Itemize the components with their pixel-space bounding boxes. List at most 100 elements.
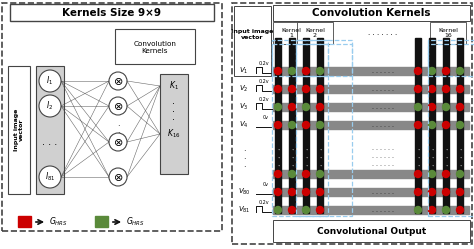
Text: .: . xyxy=(417,161,419,167)
Bar xyxy=(273,170,469,178)
Text: .: . xyxy=(319,145,321,151)
Circle shape xyxy=(274,67,282,74)
FancyBboxPatch shape xyxy=(234,6,271,76)
Circle shape xyxy=(302,67,310,74)
FancyBboxPatch shape xyxy=(297,22,333,44)
Text: Input image
vector: Input image vector xyxy=(14,109,24,151)
Circle shape xyxy=(302,188,310,195)
Circle shape xyxy=(428,206,436,213)
Text: .: . xyxy=(459,145,461,151)
Text: .: . xyxy=(319,151,321,161)
Text: . . . . . . .: . . . . . . . xyxy=(368,30,398,36)
Circle shape xyxy=(443,67,449,74)
Text: .: . xyxy=(319,161,321,167)
Text: $K_1$: $K_1$ xyxy=(169,80,179,92)
FancyBboxPatch shape xyxy=(160,74,188,174)
FancyBboxPatch shape xyxy=(430,22,466,44)
FancyBboxPatch shape xyxy=(273,220,470,242)
Bar xyxy=(289,38,295,213)
Text: $I_1$: $I_1$ xyxy=(46,75,54,87)
Text: .: . xyxy=(459,143,461,152)
Circle shape xyxy=(274,85,282,92)
Text: 0v: 0v xyxy=(263,115,269,120)
Circle shape xyxy=(414,171,421,178)
Text: $\otimes$: $\otimes$ xyxy=(113,136,123,147)
Text: $V_3$: $V_3$ xyxy=(239,102,249,112)
Circle shape xyxy=(289,67,295,74)
Text: .: . xyxy=(117,125,119,134)
Text: .: . xyxy=(305,161,307,167)
Bar xyxy=(273,206,469,214)
Text: .: . xyxy=(459,151,461,161)
FancyBboxPatch shape xyxy=(10,4,214,21)
Text: $V_4$: $V_4$ xyxy=(239,120,249,130)
Text: .: . xyxy=(445,143,447,152)
Text: .: . xyxy=(277,143,279,152)
Text: Kernel
16: Kernel 16 xyxy=(438,28,458,38)
FancyBboxPatch shape xyxy=(8,66,30,194)
Circle shape xyxy=(443,188,449,195)
FancyBboxPatch shape xyxy=(2,3,222,231)
Text: Input image
vector: Input image vector xyxy=(231,29,273,40)
Bar xyxy=(429,38,435,213)
Circle shape xyxy=(443,206,449,213)
Circle shape xyxy=(428,171,436,178)
Text: $V_{81}$: $V_{81}$ xyxy=(238,205,250,215)
Text: . . . . . .: . . . . . . xyxy=(372,105,394,110)
Circle shape xyxy=(456,67,464,74)
Text: .: . xyxy=(291,145,293,151)
Text: .: . xyxy=(305,143,307,152)
Bar xyxy=(273,67,469,75)
Circle shape xyxy=(39,70,61,92)
Circle shape xyxy=(456,104,464,111)
Text: .: . xyxy=(277,151,279,161)
Circle shape xyxy=(317,206,323,213)
Circle shape xyxy=(302,85,310,92)
Text: .: . xyxy=(445,160,447,169)
Text: $\otimes$: $\otimes$ xyxy=(113,75,123,86)
Text: $G_{HRS}$: $G_{HRS}$ xyxy=(49,216,68,228)
Text: . . . . . .: . . . . . . xyxy=(372,145,394,150)
Bar xyxy=(273,121,469,129)
Circle shape xyxy=(456,122,464,128)
Circle shape xyxy=(289,85,295,92)
Circle shape xyxy=(443,122,449,128)
Text: .: . xyxy=(417,160,419,169)
Text: .: . xyxy=(431,161,433,167)
FancyBboxPatch shape xyxy=(273,5,470,21)
Text: .: . xyxy=(431,143,433,152)
Text: .: . xyxy=(173,104,175,114)
Text: .: . xyxy=(431,145,433,151)
Text: .: . xyxy=(243,160,246,169)
Circle shape xyxy=(109,97,127,115)
FancyBboxPatch shape xyxy=(115,29,195,64)
Text: . . . . . .: . . . . . . xyxy=(372,68,394,73)
Text: .: . xyxy=(431,151,433,161)
Text: . . . . . .: . . . . . . xyxy=(372,189,394,194)
Circle shape xyxy=(39,166,61,188)
Text: .: . xyxy=(291,151,293,161)
Text: 0.2v: 0.2v xyxy=(258,78,269,83)
Circle shape xyxy=(109,168,127,186)
Text: .: . xyxy=(319,160,321,169)
Text: Convolutional Output: Convolutional Output xyxy=(317,227,426,236)
Circle shape xyxy=(414,188,421,195)
Text: .: . xyxy=(445,153,447,159)
Circle shape xyxy=(289,206,295,213)
Text: .: . xyxy=(459,161,461,167)
Text: .: . xyxy=(431,160,433,169)
Circle shape xyxy=(317,171,323,178)
Circle shape xyxy=(317,104,323,111)
Text: .: . xyxy=(417,143,419,152)
Circle shape xyxy=(456,206,464,213)
Text: Kernels Size 9×9: Kernels Size 9×9 xyxy=(63,8,162,18)
Circle shape xyxy=(317,122,323,128)
Text: 0.2v: 0.2v xyxy=(258,61,269,65)
Text: .: . xyxy=(417,153,419,159)
Text: .: . xyxy=(291,161,293,167)
Text: . . .: . . . xyxy=(42,137,58,147)
Bar xyxy=(18,216,31,227)
Bar xyxy=(317,38,323,213)
Text: .: . xyxy=(445,151,447,161)
Text: . . . . . .: . . . . . . xyxy=(372,153,394,159)
